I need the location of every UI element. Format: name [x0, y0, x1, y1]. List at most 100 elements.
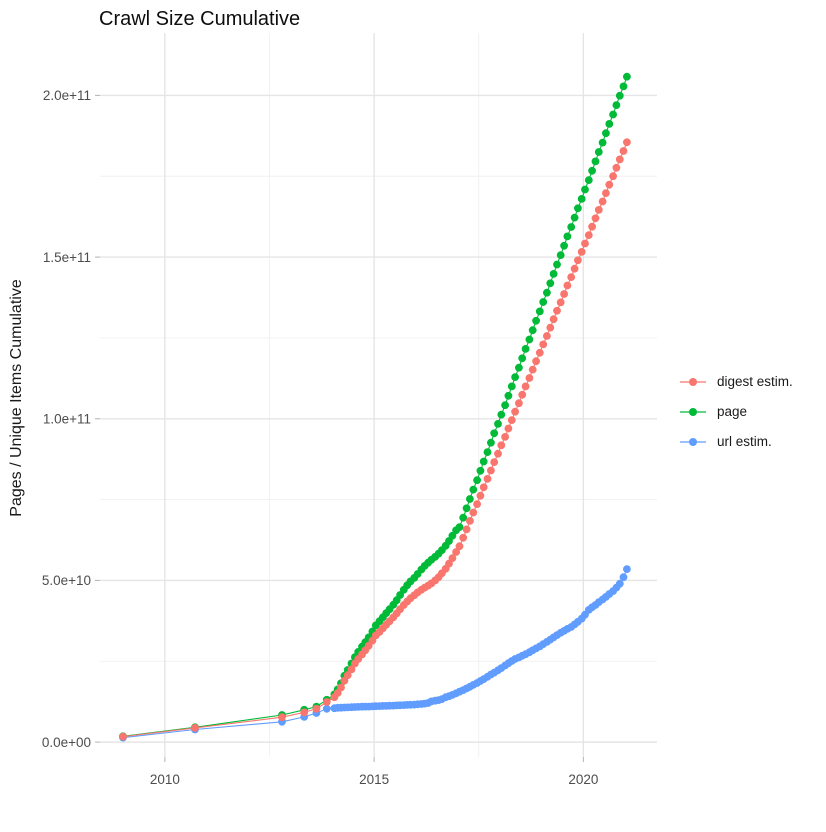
data-point	[560, 290, 568, 298]
data-point	[521, 382, 530, 391]
data-point	[191, 724, 199, 732]
data-point	[487, 466, 495, 475]
data-point	[605, 180, 614, 189]
data-point	[594, 206, 603, 214]
data-point	[546, 279, 555, 288]
data-point	[543, 288, 551, 297]
data-point	[466, 495, 474, 503]
data-point	[535, 307, 544, 316]
data-point	[515, 363, 523, 372]
data-point	[469, 485, 478, 494]
data-point	[563, 281, 572, 290]
data-point	[602, 129, 610, 138]
data-point	[619, 82, 628, 91]
x-tick-label: 2020	[568, 772, 598, 787]
data-point	[300, 708, 309, 717]
data-point	[609, 172, 617, 181]
data-point	[119, 732, 127, 741]
data-point	[612, 163, 621, 172]
data-point	[347, 665, 356, 674]
data-point	[490, 458, 499, 466]
data-point	[278, 713, 286, 722]
data-point	[574, 204, 582, 213]
legend-item-label: url estim.	[717, 434, 772, 449]
data-point	[494, 420, 502, 428]
data-point	[532, 316, 540, 325]
legend-item-url-estim: url estim.	[679, 433, 793, 450]
data-point	[476, 466, 485, 475]
data-point	[584, 231, 593, 240]
data-point	[476, 491, 485, 500]
y-tick-label: 2.0e+11	[43, 88, 91, 103]
x-tick-label: 2010	[150, 772, 180, 787]
data-point	[518, 390, 527, 399]
data-point	[322, 704, 331, 713]
data-point	[518, 354, 527, 363]
data-point	[473, 500, 481, 508]
data-point	[528, 365, 537, 374]
data-point	[490, 429, 499, 438]
data-point	[483, 475, 492, 483]
data-point	[539, 340, 548, 349]
data-point	[594, 148, 603, 156]
series-line	[122, 142, 628, 738]
data-point	[577, 195, 586, 203]
chart-legend: digest estim. page url estim.	[679, 373, 793, 463]
data-point	[556, 298, 565, 307]
legend-item-page: page	[679, 403, 793, 420]
data-point	[322, 698, 331, 706]
data-point	[588, 222, 596, 231]
legend-key-icon	[680, 407, 706, 416]
data-point	[549, 315, 558, 324]
data-point	[511, 407, 519, 416]
data-point	[567, 223, 576, 231]
data-point	[487, 438, 495, 447]
data-point	[525, 335, 534, 344]
data-point	[497, 410, 506, 419]
data-point	[507, 382, 516, 391]
data-point	[612, 101, 621, 109]
legend-key-dot	[689, 437, 697, 446]
data-point	[504, 424, 513, 433]
y-tick-label: 5.0e+10	[42, 573, 91, 588]
legend-item-label: digest estim.	[717, 374, 793, 389]
data-point	[577, 248, 586, 256]
data-point	[615, 91, 624, 100]
data-point	[560, 241, 568, 250]
data-point	[497, 441, 506, 450]
data-point	[539, 298, 548, 306]
legend-key-dot	[689, 407, 697, 416]
data-point	[591, 214, 600, 223]
data-point	[455, 523, 464, 531]
y-tick-label: 1.5e+11	[43, 250, 91, 265]
data-point	[591, 157, 600, 166]
data-point	[501, 433, 509, 441]
legend-key-icon	[680, 377, 706, 386]
chart-title: Crawl Size Cumulative	[99, 8, 301, 30]
data-point	[581, 239, 589, 248]
data-point	[623, 565, 631, 573]
data-point	[528, 326, 537, 335]
data-point	[567, 273, 576, 281]
data-point	[553, 260, 561, 269]
data-point	[619, 573, 628, 582]
data-point	[462, 504, 471, 513]
data-point	[469, 508, 478, 517]
data-point	[598, 138, 607, 147]
legend-item-digest-estim: digest estim.	[679, 373, 793, 390]
data-point	[532, 357, 540, 366]
data-point	[494, 449, 502, 458]
data-point	[504, 391, 513, 400]
data-point	[549, 270, 558, 278]
data-point	[459, 513, 468, 522]
data-point	[483, 448, 492, 456]
series-line	[122, 568, 628, 739]
data-point	[462, 525, 471, 534]
data-point	[615, 155, 624, 164]
data-point	[623, 138, 631, 147]
data-point	[501, 401, 509, 410]
data-point	[623, 72, 631, 81]
